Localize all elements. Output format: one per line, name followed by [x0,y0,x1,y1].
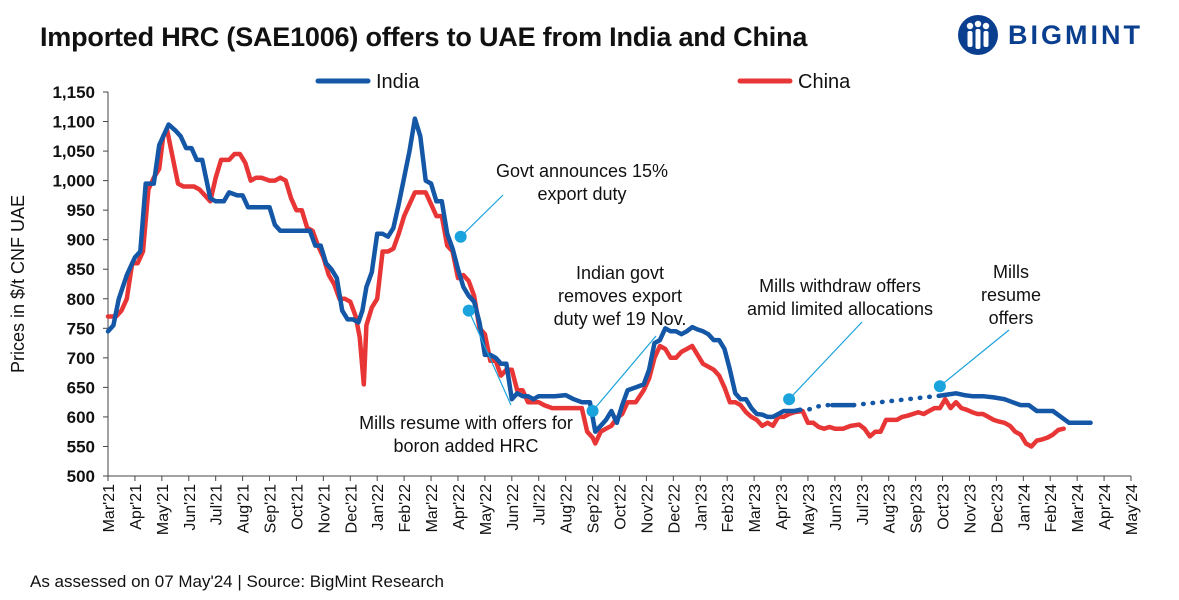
x-tick-label: Sep'23 [909,484,926,533]
x-tick-label: Feb'22 [397,484,414,533]
y-tick-label: 650 [67,378,95,397]
chart-series [105,116,1093,449]
x-tick-label: Jan'22 [370,484,387,531]
x-tick-label: Jan'24 [1016,484,1033,531]
people-logo-icon [958,15,998,55]
x-tick-label: Dec'21 [343,484,360,533]
annotation-text: amid limited allocations [747,299,933,319]
annotation-leader-line [468,310,512,406]
x-tick-label: Mar'23 [747,484,764,533]
x-tick-label: Jun'21 [182,484,199,531]
x-tick-label: Oct'21 [289,484,306,530]
annotation-marker [586,405,599,418]
x-tick-label: Oct'22 [613,484,630,530]
x-tick-label: May'23 [801,484,818,535]
y-tick-label: 900 [67,231,95,250]
x-tick-label: Nov'21 [316,484,333,533]
x-tick-label: Apr'24 [1097,484,1114,530]
chart-legend: India China [315,71,851,93]
annotation-leader-line [460,194,504,238]
annotation-marker [783,393,796,406]
x-tick-label: Feb'24 [1043,484,1060,533]
annotation-text: Mills resume with offers for [359,413,573,433]
x-tick-label: Nov'22 [639,484,656,533]
y-tick-label: 700 [67,349,95,368]
annotation-text: export duty [537,184,626,204]
legend-label-india: India [376,71,420,93]
y-tick-label: 1,050 [52,142,95,161]
x-tick-label: Jul'21 [209,484,226,525]
x-tick-label: Mar'22 [424,484,441,533]
x-tick-label: May'21 [155,484,172,535]
y-tick-label: 950 [67,201,95,220]
y-tick-label: 850 [67,260,95,279]
x-tick-label: Sep'21 [263,484,280,533]
annotation-marker [454,230,467,243]
x-tick-label: Aug'23 [882,484,899,533]
x-tick-label: Jul'23 [855,484,872,525]
chart-annotations: Govt announces 15% export duty Mills resum… [359,161,1041,456]
annotation-text: Mills [993,262,1029,282]
x-tick-label: Oct'23 [936,484,953,530]
x-tick-label: Jan'23 [693,484,710,531]
annotation-leader-line [592,335,657,412]
annotation-marker [933,380,946,393]
annotation-text: offers [989,308,1034,328]
annotation-text: Indian govt [576,263,664,283]
series-line-india-dotted [797,402,835,413]
y-tick-label: 1,150 [52,83,95,102]
annotation-text: boron added HRC [393,436,538,456]
annotation-text: removes export [558,286,682,306]
annotation-leader-line [788,321,863,400]
x-tick-label: Mar'21 [101,484,118,533]
x-tick-label: Jun'23 [828,484,845,531]
x-tick-label: Apr'23 [774,484,791,530]
logo-text: BIGMINT [1008,19,1143,50]
y-tick-label: 500 [67,467,95,486]
x-tick-label: Apr'22 [451,484,468,530]
x-tick-label: Feb'23 [720,484,737,533]
y-tick-label: 550 [67,437,95,456]
x-tick-label: Jul'22 [532,484,549,525]
series-line-india [937,391,1093,426]
series-line-india [105,116,803,434]
series-line-india-dotted [851,393,943,408]
x-tick-label: Nov'23 [962,484,979,533]
x-tick-label: May'22 [478,484,495,535]
source-note: As assessed on 07 May'24 | Source: BigMi… [30,572,444,591]
x-tick-label: Dec'22 [666,484,683,533]
series-line-china [105,128,1066,449]
y-tick-label: 1,000 [52,172,95,191]
legend-label-china: China [798,71,851,93]
page-title: Imported HRC (SAE1006) offers to UAE fro… [40,22,808,52]
annotation-marker [462,304,475,317]
x-tick-label: Aug'22 [559,484,576,533]
annotation-text: resume [981,285,1041,305]
x-tick-label: Apr'21 [128,484,145,530]
annotation-text: Govt announces 15% [496,161,668,181]
annotation-leader-line [939,329,1010,387]
bigmint-logo: BIGMINT [956,10,1143,60]
x-tick-label: Sep'22 [586,484,603,533]
annotation-text: duty wef 19 Nov. [554,309,687,329]
x-tick-label: Dec'23 [989,484,1006,533]
y-tick-label: 1,100 [52,113,95,132]
y-tick-label: 600 [67,408,95,427]
y-axis-label: Prices in $/t CNF UAE [8,195,28,373]
y-tick-label: 750 [67,319,95,338]
x-tick-label: May'24 [1124,484,1141,535]
x-tick-label: Mar'24 [1070,484,1087,533]
y-tick-label: 800 [67,290,95,309]
chart-axes: 500 550 600 650 700 750 800 850 900 950 1,000 1,050… [8,83,1141,535]
x-tick-label: Aug'21 [236,484,253,533]
annotation-text: Mills withdraw offers [759,276,921,296]
x-tick-label: Jun'22 [505,484,522,531]
